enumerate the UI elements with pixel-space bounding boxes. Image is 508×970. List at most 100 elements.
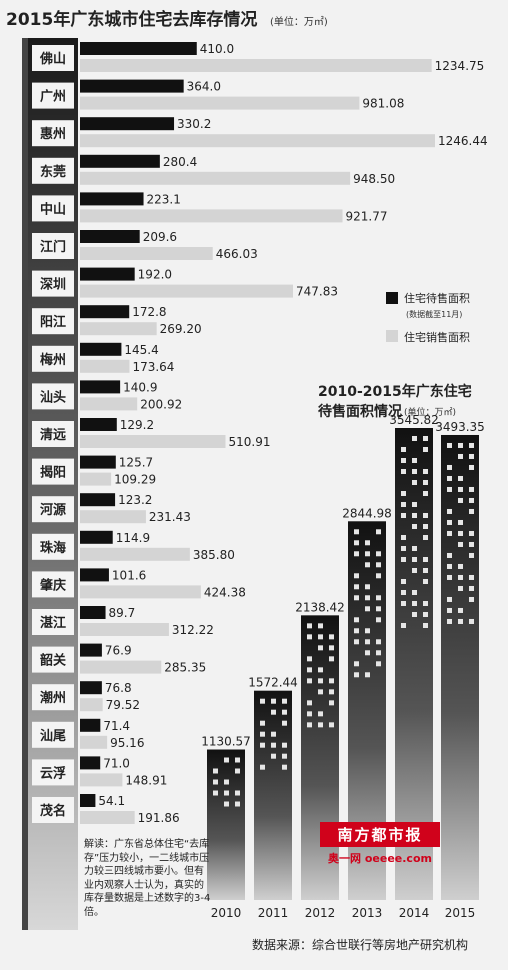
sales-bar — [80, 435, 226, 448]
sales-bar — [80, 359, 130, 373]
window-dot — [423, 491, 428, 496]
sales-bar — [80, 510, 146, 524]
inventory-value-label: 280.4 — [163, 155, 197, 169]
year-column — [207, 749, 245, 900]
inventory-value-label: 129.2 — [120, 418, 154, 432]
year-value-label: 2138.42 — [295, 600, 345, 614]
sales-value-label: 285.35 — [164, 661, 206, 675]
inventory-bar — [80, 230, 140, 243]
window-dot — [412, 524, 417, 529]
logo-top: 南方都市报 — [320, 822, 440, 847]
year-tick-label: 2014 — [399, 906, 430, 920]
legend-label-inventory: 住宅待售面积 — [404, 291, 470, 305]
window-dot — [412, 590, 417, 595]
inventory-value-label: 192.0 — [138, 268, 172, 282]
sales-bar — [80, 171, 351, 185]
sales-value-label: 173.64 — [132, 360, 174, 374]
sales-bar — [80, 322, 157, 336]
window-dot — [365, 584, 370, 590]
sales-bar — [80, 773, 123, 787]
window-dot — [260, 742, 265, 748]
inventory-bar — [80, 267, 135, 281]
window-dot — [401, 623, 406, 628]
window-dot — [447, 530, 452, 536]
window-dot — [260, 764, 265, 770]
inventory-bar — [80, 380, 121, 394]
sales-bar — [80, 623, 169, 636]
sales-value-label: 466.03 — [216, 247, 258, 261]
window-dot — [235, 801, 240, 807]
inventory-value-label: 364.0 — [187, 80, 221, 94]
city-label: 佛山 — [39, 51, 66, 67]
year-tick-label: 2015 — [445, 906, 476, 920]
window-dot — [458, 618, 463, 624]
sales-bar — [80, 547, 190, 561]
window-dot — [376, 529, 381, 535]
window-dot — [458, 453, 463, 459]
city-label: 汕尾 — [40, 728, 66, 744]
window-dot — [354, 628, 359, 634]
window-dot — [307, 711, 312, 717]
window-dot — [376, 606, 381, 612]
inventory-bar — [80, 305, 130, 319]
window-dot — [365, 595, 370, 601]
chart2-title-line1: 2010-2015年广东住宅 — [318, 383, 472, 400]
city-label-box — [32, 458, 74, 485]
window-dot — [307, 678, 312, 684]
sales-value-label: 385.80 — [193, 548, 235, 562]
inventory-bar — [80, 794, 96, 807]
city-label-box — [32, 45, 74, 71]
window-dot — [271, 742, 276, 748]
city-panel-edge — [22, 38, 28, 930]
window-dot — [235, 790, 240, 796]
window-dot — [458, 585, 463, 591]
window-dot — [423, 436, 428, 441]
window-dot — [307, 634, 312, 640]
window-dot — [469, 552, 474, 558]
inventory-value-label: 223.1 — [147, 192, 181, 206]
city-label: 东莞 — [40, 164, 66, 180]
chart2-title-line2: 待售面积情况 — [318, 403, 402, 420]
inventory-value-label: 89.7 — [109, 606, 136, 620]
window-dot — [447, 607, 452, 613]
year-column — [301, 615, 339, 900]
window-dot — [376, 661, 381, 667]
window-dot — [354, 584, 359, 590]
sales-value-label: 747.83 — [296, 285, 338, 299]
inventory-bar — [80, 568, 109, 582]
city-label: 韶关 — [40, 653, 66, 669]
year-tick-label: 2011 — [258, 906, 289, 920]
city-label-box — [32, 609, 74, 635]
window-dot — [401, 491, 406, 496]
window-dot — [412, 601, 417, 606]
window-dot — [423, 623, 428, 628]
window-dot — [458, 541, 463, 547]
city-bars: 佛山 410.0 1234.75 广州 364.0 981.08 惠州 330.2 1246.4… — [32, 42, 488, 825]
window-dot — [376, 595, 381, 601]
window-dot — [354, 617, 359, 623]
inventory-bar — [80, 192, 144, 206]
sales-value-label: 269.20 — [160, 322, 202, 336]
city-label-box — [32, 345, 74, 372]
window-dot — [365, 540, 370, 546]
city-label: 广州 — [40, 89, 66, 105]
window-dot — [235, 768, 240, 774]
window-dot — [235, 757, 240, 763]
data-source: 数据来源：综合世联行等房地产研究机构 — [252, 938, 469, 952]
window-dot — [401, 502, 406, 507]
logo-bottom: 奥一网 oeeee.com — [328, 852, 432, 865]
newspaper-logo: 南方都市报 奥一网 oeeee.com — [320, 822, 440, 866]
sales-value-label: 200.92 — [140, 397, 182, 411]
window-dot — [412, 480, 417, 485]
city-label-box — [32, 233, 74, 259]
city-label-box — [32, 684, 74, 711]
year-value-label: 1572.44 — [248, 676, 298, 690]
window-dot — [447, 442, 452, 448]
inventory-bar — [80, 117, 175, 131]
sales-bar — [80, 284, 293, 298]
window-dot — [224, 801, 229, 807]
sales-bar — [80, 735, 108, 749]
city-label: 肇庆 — [39, 577, 66, 593]
window-dot — [354, 672, 359, 678]
